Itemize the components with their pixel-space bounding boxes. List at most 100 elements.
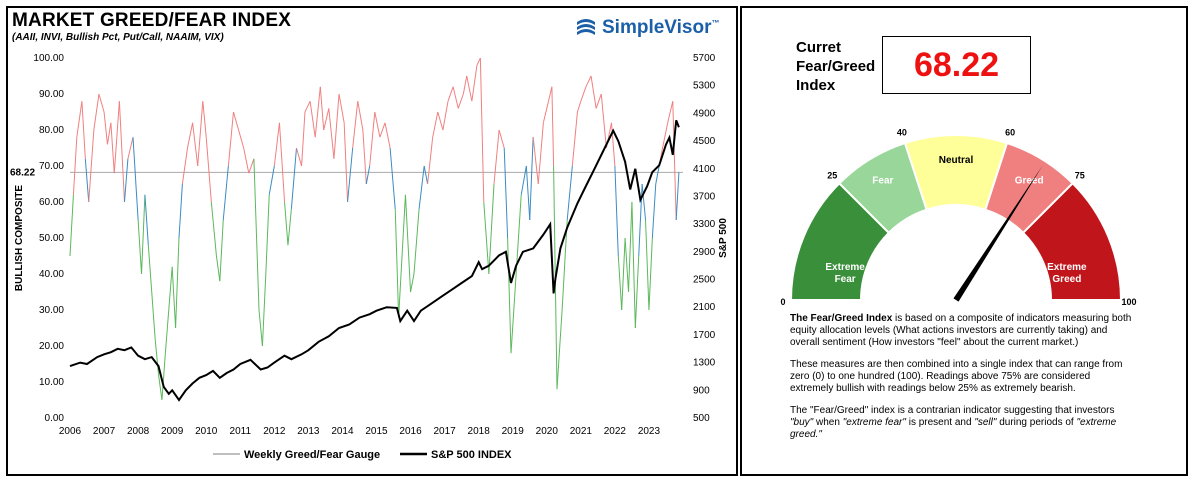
greed-fear-segment (284, 201, 289, 246)
greed-fear-segment (81, 101, 86, 159)
y2-tick-label: 3700 (693, 191, 716, 202)
greed-fear-segment (178, 183, 183, 239)
y-axis-label: BULLISH COMPOSITE (14, 185, 25, 291)
y-tick-label: 80.00 (39, 125, 64, 136)
greed-fear-segment (273, 122, 280, 167)
greed-fear-segment (667, 101, 674, 123)
y-tick-label: 10.00 (39, 377, 64, 388)
greed-fear-segment (476, 57, 481, 66)
greed-fear-segment (648, 237, 653, 311)
greed-fear-segment (333, 93, 340, 159)
x-tick-label: 2016 (399, 426, 422, 437)
greed-fear-segment (309, 101, 316, 138)
greed-fear-segment (343, 122, 349, 203)
gauge-tick-label: 25 (827, 170, 837, 180)
greed-fear-segment (154, 338, 160, 375)
chart-title: MARKET GREED/FEAR INDEX (12, 10, 292, 31)
greed-fear-segment (525, 165, 531, 221)
greed-fear-segment (352, 101, 359, 149)
x-tick-label: 2012 (263, 426, 286, 437)
greed-fear-segment (197, 101, 204, 167)
y-tick-label: 60.00 (39, 197, 64, 208)
gauge-segment (1021, 181, 1123, 301)
gauge-segment-label: Greed (1015, 176, 1044, 187)
x-tick-label: 2023 (638, 426, 661, 437)
logo-text: SimpleVisor™ (602, 17, 720, 38)
greed-fear-segment (576, 101, 582, 113)
greed-fear-segment (141, 194, 146, 275)
greed-fear-segment (357, 101, 364, 131)
gauge-segment-label: Fear (872, 176, 893, 187)
greed-fear-segment (238, 129, 245, 149)
greed-fear-segment (69, 194, 74, 257)
greed-fear-segment (547, 86, 553, 102)
greed-fear-segment (423, 165, 429, 185)
greed-fear-segment (347, 147, 354, 203)
greed-fear-segment (192, 122, 199, 167)
greed-fear-segment (202, 101, 207, 138)
y2-tick-label: 5300 (693, 81, 716, 92)
gauge-segment-label: Extreme (825, 262, 865, 273)
reference-line-label: 68.22 (10, 167, 35, 178)
gauge-segment-label: Greed (1052, 274, 1081, 285)
greed-fear-segment (248, 158, 255, 174)
gauge-segment-label: Extreme (1047, 262, 1087, 273)
x-tick-label: 2013 (297, 426, 320, 437)
current-index-label: Curret Fear/Greed Index (796, 39, 876, 94)
greed-fear-segment (529, 137, 534, 221)
index-description: The Fear/Greed Index is based on a compo… (790, 313, 1135, 451)
greed-fear-segment (93, 93, 100, 131)
greed-fear-segment (253, 158, 260, 311)
y-tick-label: 70.00 (39, 161, 64, 172)
greed-fear-segment (144, 194, 149, 246)
greed-fear-segment (290, 147, 297, 210)
gauge-segment-label: Neutral (939, 155, 974, 166)
greed-fear-segment (614, 165, 619, 257)
greed-fear-segment (590, 75, 597, 109)
greed-fear-segment (437, 111, 444, 131)
greed-fear-segment (634, 255, 640, 329)
greed-fear-segment (88, 129, 95, 203)
y2-tick-label: 900 (693, 385, 710, 396)
greed-fear-segment (624, 237, 630, 293)
gauge-panel: Curret Fear/Greed Index 68.22 Extreme Fea… (740, 6, 1188, 476)
greed-fear-segment (328, 108, 335, 159)
y2-tick-label: 500 (693, 413, 710, 424)
greed-fear-segment (106, 122, 112, 145)
x-tick-label: 2019 (502, 426, 525, 437)
x-tick-label: 2006 (59, 426, 82, 437)
greed-fear-segment (418, 165, 425, 210)
gauge-tick-label: 100 (1121, 297, 1136, 307)
greed-fear-segment (384, 122, 391, 149)
greed-fear-segment (323, 108, 330, 131)
legend-gauge-label: Weekly Greed/Fear Gauge (244, 449, 380, 461)
greed-fear-segment (110, 122, 115, 174)
greed-fear-segment (462, 75, 468, 95)
greed-fear-segment (645, 219, 650, 311)
greed-fear-segment (84, 158, 90, 203)
greed-fear-segment (507, 237, 512, 354)
greed-fear-segment (471, 65, 478, 102)
greed-fear-segment (132, 137, 139, 221)
greed-fear-segment (181, 147, 188, 185)
greed-fear-segment (479, 57, 485, 203)
greed-fear-segment (72, 137, 78, 195)
x-tick-label: 2014 (331, 426, 354, 437)
greed-fear-segment (442, 101, 449, 131)
greed-fear-segment (580, 86, 587, 102)
greed-fear-segment (556, 309, 563, 390)
greed-fear-segment (295, 147, 303, 167)
x-tick-label: 2017 (433, 426, 456, 437)
chart-subtitle: (AAII, INVI, Bullish Pct, Put/Call, NAAI… (12, 32, 224, 43)
y-tick-label: 30.00 (39, 305, 64, 316)
greed-fear-segment (595, 93, 602, 109)
x-tick-label: 2008 (127, 426, 150, 437)
greed-fear-segment (268, 165, 275, 195)
greed-fear-segment (432, 111, 439, 138)
greed-fear-segment (164, 309, 170, 354)
sp500-line (69, 119, 680, 402)
greed-fear-segment (515, 194, 522, 275)
greed-fear-segment (628, 201, 633, 293)
greed-fear-segment (365, 165, 371, 185)
y-tick-label: 50.00 (39, 233, 64, 244)
